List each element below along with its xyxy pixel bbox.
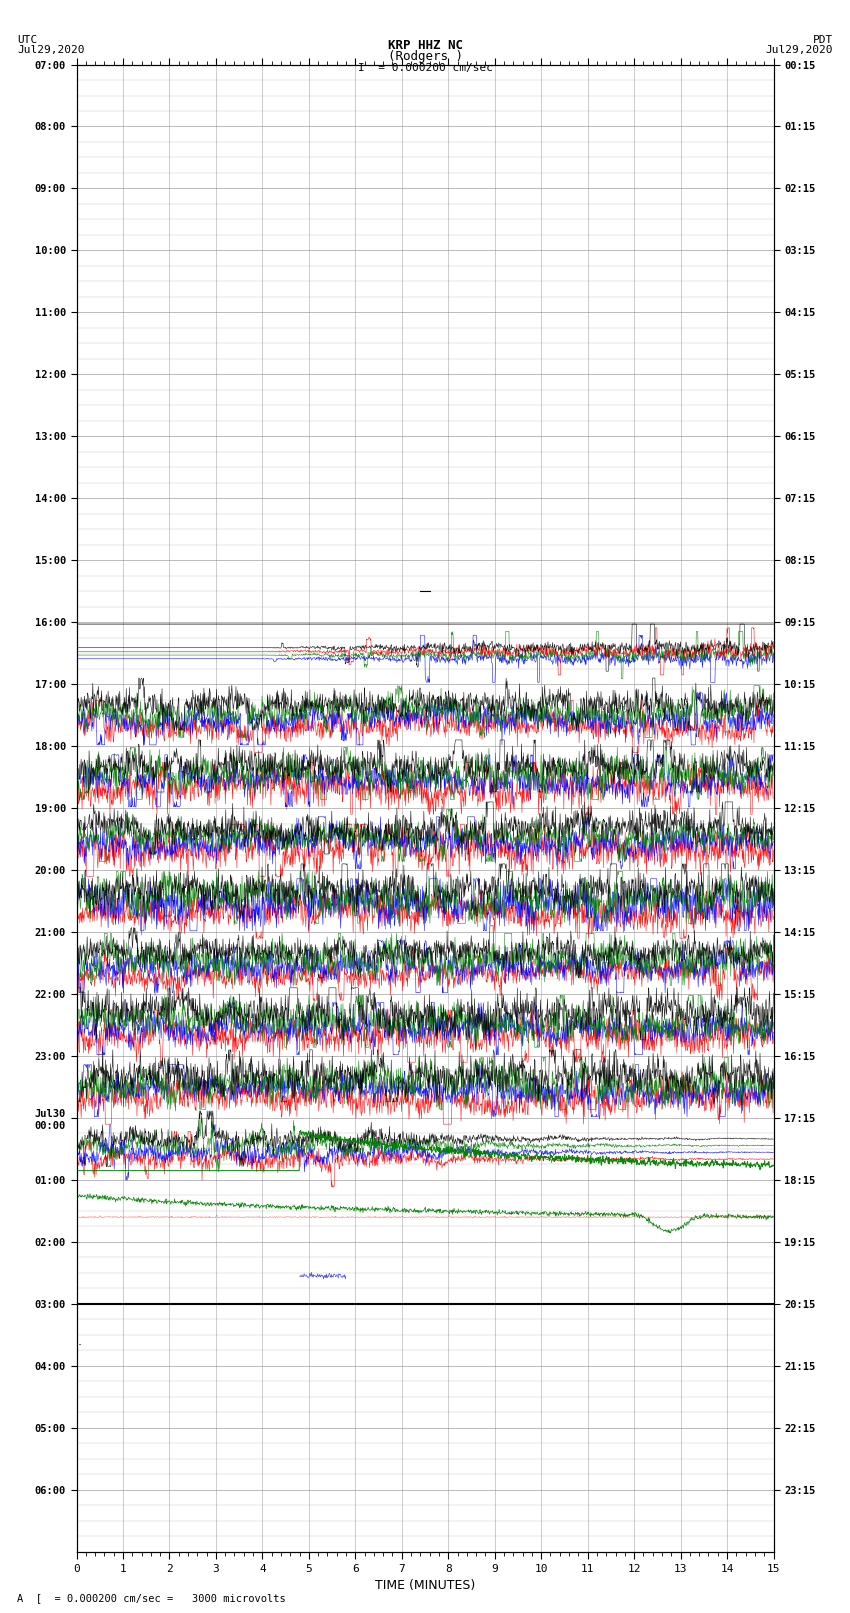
Text: I  = 0.000200 cm/sec: I = 0.000200 cm/sec [358, 63, 492, 73]
Text: KRP HHZ NC: KRP HHZ NC [388, 39, 462, 52]
Text: Jul29,2020: Jul29,2020 [766, 45, 833, 55]
Text: UTC: UTC [17, 35, 37, 45]
Text: Jul29,2020: Jul29,2020 [17, 45, 84, 55]
X-axis label: TIME (MINUTES): TIME (MINUTES) [375, 1579, 475, 1592]
Text: (Rodgers ): (Rodgers ) [388, 50, 462, 63]
Text: A  [  = 0.000200 cm/sec =   3000 microvolts: A [ = 0.000200 cm/sec = 3000 microvolts [17, 1594, 286, 1603]
Text: PDT: PDT [813, 35, 833, 45]
